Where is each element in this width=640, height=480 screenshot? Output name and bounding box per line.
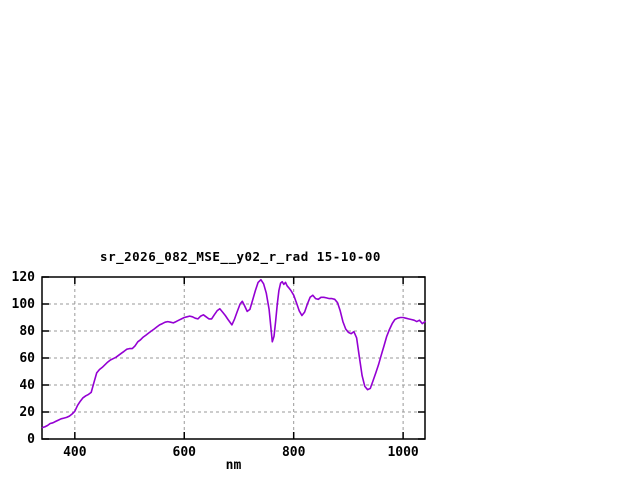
x-tick-label-800: 800 — [282, 445, 306, 460]
spectrum-line — [41, 278, 426, 429]
x-tick-label-1000: 1000 — [387, 445, 418, 460]
x-axis-label: nm — [225, 458, 242, 473]
y-tick-label-20: 20 — [19, 405, 35, 420]
y-tick-label-80: 80 — [19, 324, 35, 339]
x-tick-label-400: 400 — [63, 445, 87, 460]
y-tick-label-0: 0 — [27, 432, 35, 447]
x-tick-label-600: 600 — [173, 445, 197, 460]
y-tick-label-120: 120 — [12, 270, 36, 285]
y-tick-label-60: 60 — [19, 351, 35, 366]
y-tick-label-40: 40 — [19, 378, 35, 393]
y-tick-label-100: 100 — [12, 297, 36, 312]
chart-title: sr_2026_082_MSE__y02_r_rad 15-10-00 — [100, 249, 381, 264]
